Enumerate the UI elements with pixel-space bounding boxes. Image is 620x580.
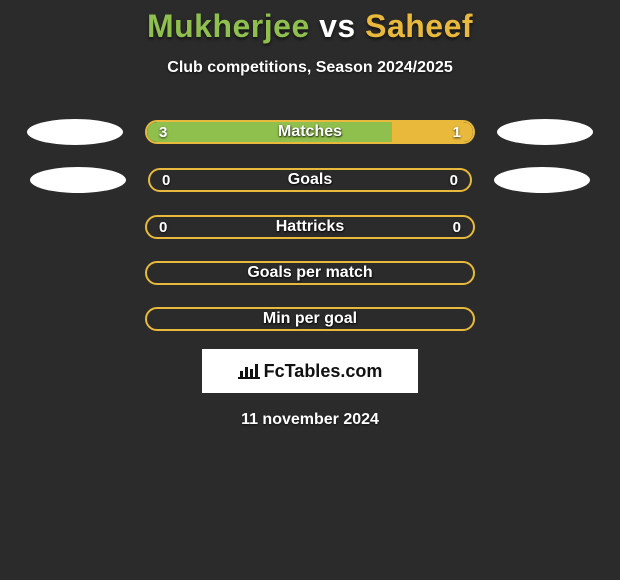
logo-box: FcTables.com	[202, 349, 418, 393]
infographic-container: Mukherjee vs Saheef Club competitions, S…	[0, 0, 620, 580]
player-left-name: Mukherjee	[147, 8, 310, 44]
ellipse-right	[497, 119, 593, 145]
logo-text: FcTables.com	[264, 361, 383, 382]
stat-bar: 00Hattricks	[145, 215, 475, 239]
stat-label: Goals per match	[147, 264, 473, 282]
stat-row: 00Goals	[0, 167, 620, 193]
stat-bar: 00Goals	[148, 168, 472, 192]
ellipse-left	[27, 119, 123, 145]
vs-text: vs	[319, 8, 356, 44]
ellipse-right	[494, 167, 590, 193]
stat-bar: Goals per match	[145, 261, 475, 285]
stat-row: Goals per match	[0, 261, 620, 285]
stat-label: Matches	[147, 123, 473, 141]
stat-label: Min per goal	[147, 310, 473, 328]
player-right-name: Saheef	[365, 8, 473, 44]
stat-row: Min per goal	[0, 307, 620, 331]
ellipse-left	[30, 167, 126, 193]
stat-label: Hattricks	[147, 218, 473, 236]
stat-bar: Min per goal	[145, 307, 475, 331]
date-text: 11 november 2024	[0, 411, 620, 429]
stat-bar: 31Matches	[145, 120, 475, 144]
stat-row: 31Matches	[0, 119, 620, 145]
stat-label: Goals	[150, 171, 470, 189]
chart-icon	[238, 362, 260, 380]
subtitle: Club competitions, Season 2024/2025	[0, 59, 620, 77]
stat-row: 00Hattricks	[0, 215, 620, 239]
page-title: Mukherjee vs Saheef	[0, 0, 620, 45]
stats-list: 31Matches 00Goals 00Hattricks Goals per mat…	[0, 119, 620, 331]
